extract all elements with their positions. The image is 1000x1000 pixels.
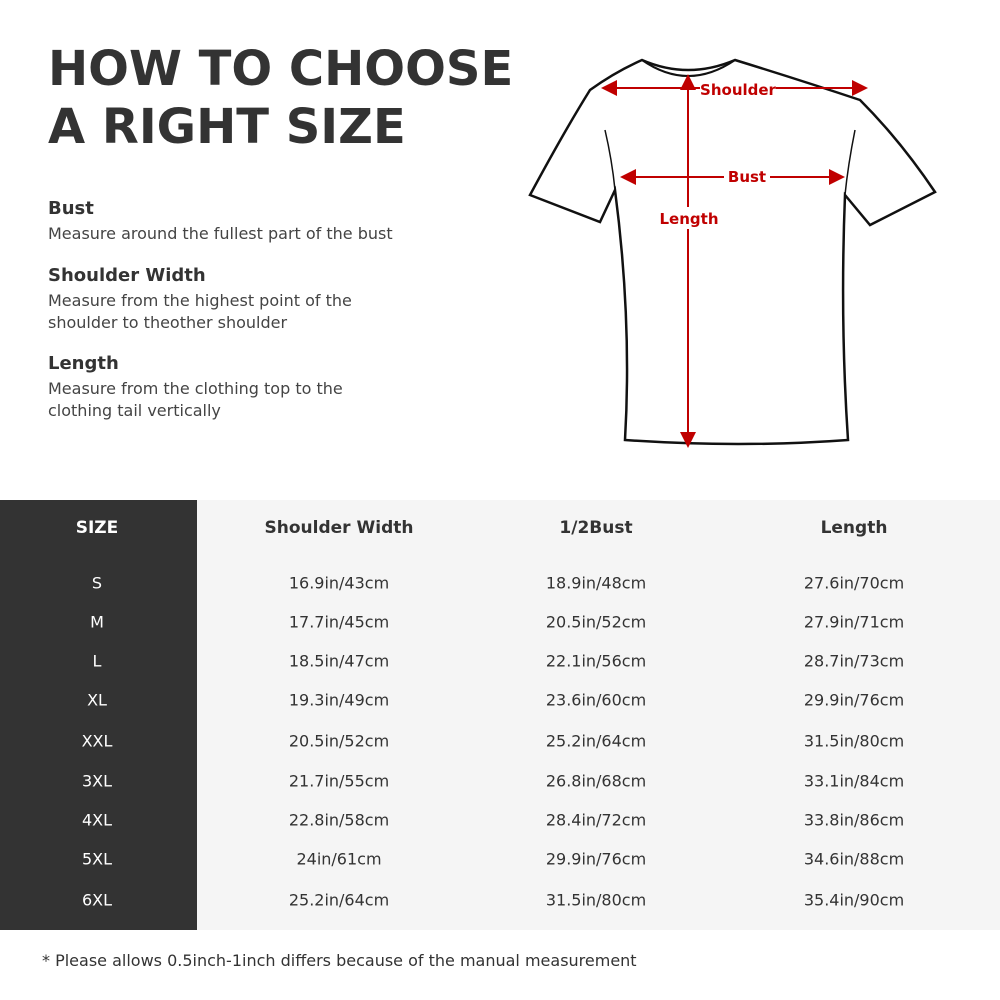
tshirt-diagram: Shoulder Bust Length [528, 58, 937, 448]
table-cell: 33.1in/84cm [803, 771, 905, 791]
guide-heading: Shoulder Width [48, 265, 206, 286]
table-cell: 29.9in/76cm [545, 849, 647, 869]
page-title: HOW TO CHOOSE A RIGHT SIZE [48, 40, 513, 156]
guide-text: Measure from the clothing top to the clo… [48, 379, 343, 420]
table-cell: 35.4in/90cm [803, 890, 905, 910]
size-label: 3XL [81, 771, 113, 791]
guide-bust: Bust Measure around the fullest part of … [48, 198, 468, 245]
table-cell: 26.8in/68cm [545, 771, 647, 791]
column-header: Shoulder Width [264, 518, 414, 538]
column-header: 1/2Bust [559, 518, 633, 538]
table-cell: 31.5in/80cm [803, 731, 905, 751]
size-column: SIZE S M L XL XXL 3XL 4XL 5XL 6XL [0, 500, 197, 930]
size-label: XL [87, 690, 107, 710]
column-header: Length [820, 518, 888, 538]
guide-text: Measure from the highest point of the sh… [48, 291, 352, 332]
guide-heading: Length [48, 353, 119, 374]
measurement-note: * Please allows 0.5inch-1inch differs be… [42, 951, 637, 970]
table-cell: 29.9in/76cm [803, 690, 905, 710]
title-line-1: HOW TO CHOOSE [48, 41, 514, 97]
table-cell: 34.6in/88cm [803, 849, 905, 869]
table-cell: 23.6in/60cm [545, 690, 647, 710]
size-label: L [92, 651, 102, 671]
table-cell: 22.1in/56cm [545, 651, 647, 671]
table-cell: 28.7in/73cm [803, 651, 905, 671]
table-cell: 28.4in/72cm [545, 810, 647, 830]
table-cell: 18.5in/47cm [288, 651, 390, 671]
bust-label: Bust [728, 168, 766, 186]
tshirt-outline [528, 58, 937, 446]
table-cell: 25.2in/64cm [545, 731, 647, 751]
column-header: SIZE [75, 518, 119, 538]
guide-length: Length Measure from the clothing top to … [48, 353, 378, 422]
table-cell: 25.2in/64cm [288, 890, 390, 910]
table-cell: 17.7in/45cm [288, 612, 390, 632]
table-cell: 20.5in/52cm [545, 612, 647, 632]
table-cell: 27.6in/70cm [803, 573, 905, 593]
shoulder-label: Shoulder [700, 81, 777, 99]
table-cell: 19.3in/49cm [288, 690, 390, 710]
table-cell: 33.8in/86cm [803, 810, 905, 830]
table-cell: 20.5in/52cm [288, 731, 390, 751]
length-label: Length [660, 210, 719, 228]
guide-text: Measure around the fullest part of the b… [48, 224, 393, 243]
table-cell: 24in/61cm [296, 849, 382, 869]
guide-shoulder: Shoulder Width Measure from the highest … [48, 265, 388, 334]
title-line-2: A RIGHT SIZE [48, 99, 406, 155]
size-label: 5XL [81, 849, 113, 869]
table-cell: 22.8in/58cm [288, 810, 390, 830]
table-cell: 18.9in/48cm [545, 573, 647, 593]
size-label: 4XL [81, 810, 113, 830]
size-label: XXL [81, 731, 113, 751]
guide-heading: Bust [48, 198, 94, 219]
table-cell: 31.5in/80cm [545, 890, 647, 910]
table-cell: 21.7in/55cm [288, 771, 390, 791]
size-label: S [91, 573, 103, 593]
size-table: SIZE S M L XL XXL 3XL 4XL 5XL 6XL Shoulder Width 1… [0, 500, 1000, 930]
size-label: 6XL [81, 890, 113, 910]
table-cell: 27.9in/71cm [803, 612, 905, 632]
size-label: M [90, 612, 104, 632]
table-cell: 16.9in/43cm [288, 573, 390, 593]
